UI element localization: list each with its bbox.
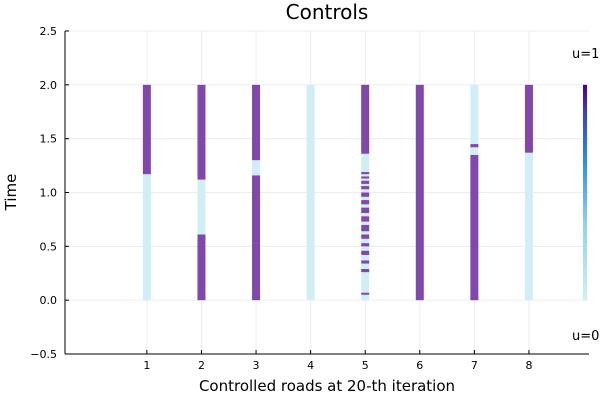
control-on-segment xyxy=(415,84,424,301)
control-on-segment xyxy=(361,216,370,222)
control-off-segment xyxy=(361,196,370,201)
control-off-segment xyxy=(361,272,370,293)
control-on-segment xyxy=(361,250,370,255)
control-off-segment xyxy=(361,254,370,261)
control-off-segment xyxy=(470,84,479,145)
control-on-segment xyxy=(197,84,206,180)
control-off-segment xyxy=(361,294,370,301)
control-off-segment xyxy=(361,212,370,217)
x-tick-label: 5 xyxy=(362,359,369,372)
control-off-segment xyxy=(361,221,370,225)
control-off-segment xyxy=(252,160,261,176)
control-off-segment xyxy=(361,174,370,177)
colorbar-min-label: u=0 xyxy=(572,329,599,344)
control-off-segment xyxy=(524,152,533,301)
control-on-segment xyxy=(361,176,370,179)
x-tick-label: 4 xyxy=(307,359,314,372)
road-column-5 xyxy=(361,84,370,301)
control-on-segment xyxy=(470,144,479,148)
control-off-segment xyxy=(361,238,370,244)
y-tick-label: 1.5 xyxy=(40,133,58,146)
control-off-segment xyxy=(470,147,479,155)
x-tick-label: 6 xyxy=(416,359,423,372)
road-column-7 xyxy=(470,84,479,301)
control-on-segment xyxy=(470,154,479,301)
control-on-segment xyxy=(361,224,370,232)
control-off-segment xyxy=(142,174,151,301)
control-on-segment xyxy=(361,192,370,197)
control-off-segment xyxy=(361,263,370,269)
control-off-segment xyxy=(361,183,370,187)
y-tick-labels: −0.5 0.0 0.5 1.0 1.5 2.0 2.5 xyxy=(30,25,69,361)
control-off-segment xyxy=(361,178,370,181)
control-off-segment xyxy=(361,231,370,235)
x-tick-labels: 1 2 3 4 5 6 7 8 xyxy=(143,350,532,372)
road-column-8 xyxy=(524,84,533,301)
control-on-segment xyxy=(361,172,370,175)
control-off-segment xyxy=(361,153,370,173)
y-tick-label: 2.0 xyxy=(40,79,58,92)
road-column-1 xyxy=(142,84,151,301)
control-on-segment xyxy=(361,292,370,295)
control-on-segment xyxy=(361,180,370,184)
control-off-segment xyxy=(361,204,370,208)
control-on-segment xyxy=(361,268,370,273)
control-off-segment xyxy=(306,84,315,301)
x-tick-label: 1 xyxy=(143,359,150,372)
colorbar xyxy=(583,84,587,301)
control-off-segment xyxy=(197,179,206,235)
control-off-segment xyxy=(361,246,370,251)
control-on-segment xyxy=(197,234,206,301)
control-off-segment xyxy=(361,189,370,193)
road-column-4 xyxy=(306,84,315,301)
control-on-segment xyxy=(524,84,533,153)
x-tick-label: 7 xyxy=(471,359,478,372)
colorbar-gradient xyxy=(583,84,587,301)
control-on-segment xyxy=(361,243,370,247)
control-on-segment xyxy=(361,84,370,154)
control-on-segment xyxy=(252,84,261,161)
control-on-segment xyxy=(361,234,370,239)
y-axis-title: Time xyxy=(2,174,20,212)
y-tick-label: −0.5 xyxy=(30,348,57,361)
heatmap-columns xyxy=(142,84,533,301)
control-on-segment xyxy=(142,84,151,175)
x-tick-label: 8 xyxy=(525,359,532,372)
y-tick-label: 1.0 xyxy=(40,187,58,200)
y-tick-label: 0.5 xyxy=(40,240,58,253)
control-on-segment xyxy=(361,207,370,213)
colorbar-max-label: u=1 xyxy=(572,47,599,62)
control-on-segment xyxy=(252,175,261,301)
control-on-segment xyxy=(361,200,370,205)
control-on-segment xyxy=(361,260,370,264)
chart-title: Controls xyxy=(286,0,369,24)
x-tick-label: 3 xyxy=(253,359,260,372)
x-axis-title: Controlled roads at 20-th iteration xyxy=(199,377,455,395)
y-tick-label: 2.5 xyxy=(40,25,58,38)
control-on-segment xyxy=(361,186,370,190)
road-column-6 xyxy=(415,84,424,301)
y-tick-label: 0.0 xyxy=(40,294,58,307)
road-column-3 xyxy=(252,84,261,301)
x-tick-label: 2 xyxy=(198,359,205,372)
road-column-2 xyxy=(197,84,206,301)
